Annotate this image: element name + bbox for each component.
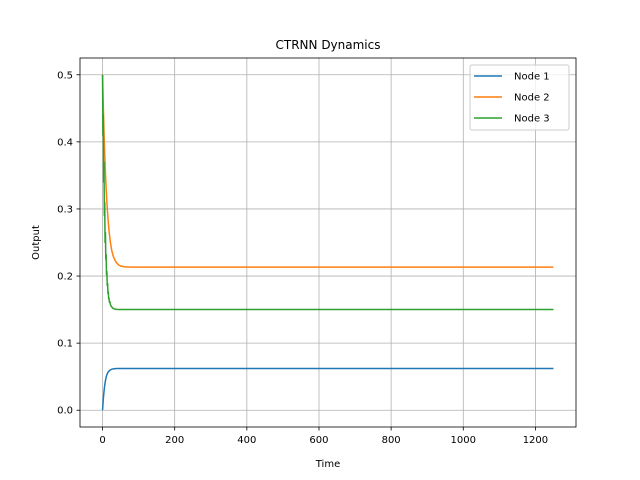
- legend: Node 1 Node 2 Node 3: [469, 64, 570, 131]
- y-tick-label: 0.0: [57, 406, 73, 417]
- x-axis-label: Time: [315, 459, 340, 470]
- y-tick-label: 0.4: [57, 137, 73, 148]
- series-line-node-3: [101, 74, 554, 311]
- x-tick-label: 600: [309, 435, 328, 446]
- x-tick-label: 800: [382, 435, 401, 446]
- legend-label-node-3: Node 3: [514, 114, 550, 125]
- y-tick-label: 0.2: [57, 272, 73, 283]
- chart-title: CTRNN Dynamics: [276, 38, 381, 52]
- legend-label-node-2: Node 2: [514, 93, 550, 104]
- legend-label-node-1: Node 1: [514, 72, 550, 83]
- x-tick-label: 1200: [523, 435, 548, 446]
- series-line-node-1: [101, 367, 554, 411]
- y-tick-label: 0.1: [57, 339, 73, 350]
- legend-box: [469, 64, 570, 131]
- x-tick-label: 1000: [451, 435, 476, 446]
- y-tick-label: 0.5: [57, 70, 73, 81]
- grid: [80, 58, 576, 427]
- y-tick-label: 0.3: [57, 204, 73, 215]
- y-axis-label: Output: [31, 225, 42, 260]
- axis-ticks: 0 200 400 600 800 1000 1200 0.0 0.1 0.2 0.3 0.4 0.5: [57, 70, 548, 446]
- plot-frame: [79, 57, 577, 428]
- x-tick-label: 200: [165, 435, 184, 446]
- x-tick-label: 400: [237, 435, 256, 446]
- x-tick-label: 0: [99, 435, 105, 446]
- series-line-node-2: [101, 74, 554, 268]
- series-lines: [101, 74, 554, 411]
